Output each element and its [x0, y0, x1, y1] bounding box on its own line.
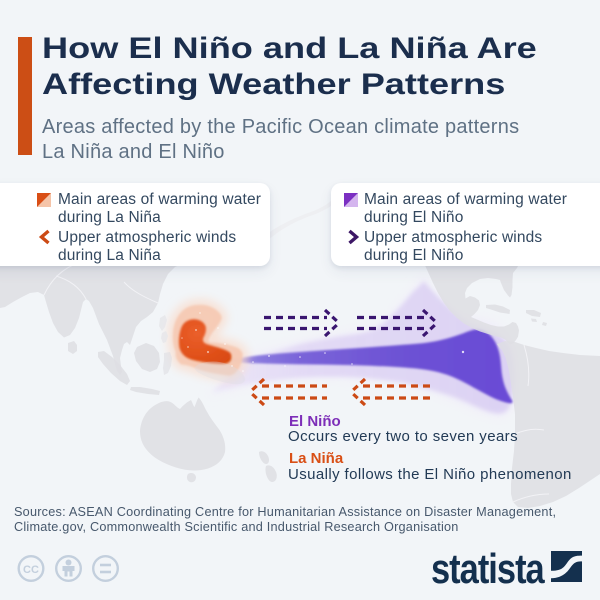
svg-text:CC: CC	[23, 564, 39, 576]
